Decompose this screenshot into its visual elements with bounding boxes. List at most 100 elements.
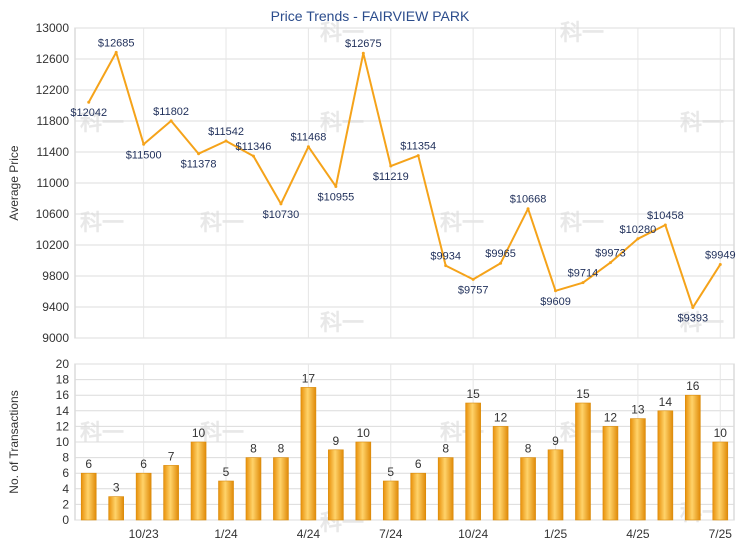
tx-bar-label: 10 <box>357 426 371 440</box>
price-point <box>526 207 530 211</box>
watermark-text: 科一 <box>320 110 364 135</box>
price-point <box>499 261 503 265</box>
tx-bar <box>685 394 701 521</box>
watermark-text: 科一 <box>560 20 604 45</box>
price-y-tick-label: 10600 <box>36 207 70 221</box>
tx-y-tick-label: 20 <box>56 357 70 371</box>
price-data-label: $11468 <box>290 132 326 144</box>
price-data-label: $10458 <box>647 210 684 222</box>
x-tick-label: 4/24 <box>297 527 321 541</box>
tx-bar <box>382 480 399 521</box>
tx-bar-label: 9 <box>333 434 340 448</box>
price-data-label: $11346 <box>236 141 272 153</box>
price-point <box>389 164 393 168</box>
price-point <box>608 261 612 265</box>
tx-bar-label: 8 <box>278 442 285 456</box>
tx-y-tick-label: 16 <box>56 388 70 402</box>
price-data-label: $11354 <box>400 141 436 153</box>
tx-bar-label: 13 <box>631 403 645 417</box>
tx-y-tick-label: 2 <box>62 497 69 511</box>
price-y-tick-label: 9800 <box>42 269 69 283</box>
tx-bar-label: 8 <box>250 442 257 456</box>
tx-y-tick-label: 8 <box>62 451 69 465</box>
tx-bar-label: 3 <box>113 481 120 495</box>
price-data-label: $9609 <box>540 296 571 308</box>
price-point <box>279 202 283 206</box>
price-data-label: $11542 <box>208 126 244 138</box>
price-data-label: $9714 <box>568 268 599 280</box>
tx-bar <box>410 472 427 521</box>
tx-bar-label: 14 <box>659 395 673 409</box>
tx-bar-label: 12 <box>604 410 618 424</box>
price-point <box>114 50 118 54</box>
tx-y-tick-label: 6 <box>62 466 69 480</box>
tx-y-tick-label: 0 <box>62 513 69 527</box>
tx-bar <box>465 402 481 521</box>
price-data-label: $10955 <box>317 191 354 203</box>
tx-bar <box>190 441 207 521</box>
tx-bar <box>80 472 97 521</box>
price-data-label: $9934 <box>430 251 461 263</box>
price-series-line <box>87 51 722 309</box>
tx-y-tick-label: 14 <box>56 404 70 418</box>
tx-bar-label: 6 <box>140 457 147 471</box>
tx-y-tick-label: 10 <box>56 435 70 449</box>
price-point <box>444 264 448 268</box>
tx-bar-label: 8 <box>442 442 449 456</box>
x-tick-label: 10/24 <box>458 527 488 541</box>
tx-bar <box>492 426 509 521</box>
tx-bar <box>575 402 591 521</box>
tx-bar <box>328 449 344 521</box>
tx-bar-label: 6 <box>85 457 92 471</box>
tx-bar-label: 9 <box>552 434 559 448</box>
x-tick-label: 1/24 <box>214 527 238 541</box>
price-point <box>581 281 585 285</box>
tx-bar-label: 6 <box>415 457 422 471</box>
price-point <box>471 277 475 281</box>
price-data-label: $9757 <box>458 284 489 296</box>
price-point <box>87 100 91 104</box>
tx-y-tick-label: 18 <box>56 373 70 387</box>
price-panel: 9000 9400 9800 10200 10600 11000 11400 11800 122… <box>7 21 736 345</box>
price-point <box>251 154 255 158</box>
watermark-text: 科一 <box>320 20 364 45</box>
tx-bar <box>712 441 729 521</box>
price-y-tick-label: 10200 <box>36 238 70 252</box>
tx-bar <box>135 472 152 521</box>
tx-bar <box>108 496 124 521</box>
price-point <box>636 237 640 241</box>
price-data-label: $9949 <box>705 249 736 261</box>
price-data-label: $11500 <box>126 149 162 161</box>
price-point <box>169 119 173 123</box>
tx-bar <box>218 480 234 521</box>
price-point <box>197 152 201 156</box>
tx-bar-label: 10 <box>714 426 728 440</box>
watermark-text: 科一 <box>200 420 244 445</box>
watermark-text: 科一 <box>80 420 124 445</box>
price-y-tick-label: 9000 <box>42 331 69 345</box>
x-tick-label: 7/24 <box>379 527 403 541</box>
chart-title: Price Trends - FAIRVIEW PARK <box>271 8 470 24</box>
price-y-tick-label: 9400 <box>42 300 69 314</box>
tx-y-axis-label: No. of Transactions <box>7 390 21 493</box>
tx-bar <box>437 457 454 521</box>
watermark-text: 科一 <box>320 310 364 335</box>
price-y-tick-label: 12200 <box>36 83 70 97</box>
price-data-label: $10668 <box>510 194 547 206</box>
tx-bar <box>355 441 372 521</box>
price-point <box>224 139 228 143</box>
tx-bar-label: 12 <box>494 410 508 424</box>
price-data-label: $11219 <box>373 171 409 183</box>
tx-bar-label: 10 <box>192 426 206 440</box>
price-y-tick-label: 11800 <box>37 114 70 128</box>
price-data-label: $9973 <box>595 248 626 260</box>
price-y-tick-label: 11000 <box>37 176 70 190</box>
price-data-label: $12675 <box>345 38 382 50</box>
price-data-label: $12042 <box>70 107 107 119</box>
x-tick-label: 10/23 <box>129 527 159 541</box>
tx-bar <box>602 426 619 521</box>
x-tick-label: 7/25 <box>709 527 733 541</box>
price-point <box>416 154 420 158</box>
